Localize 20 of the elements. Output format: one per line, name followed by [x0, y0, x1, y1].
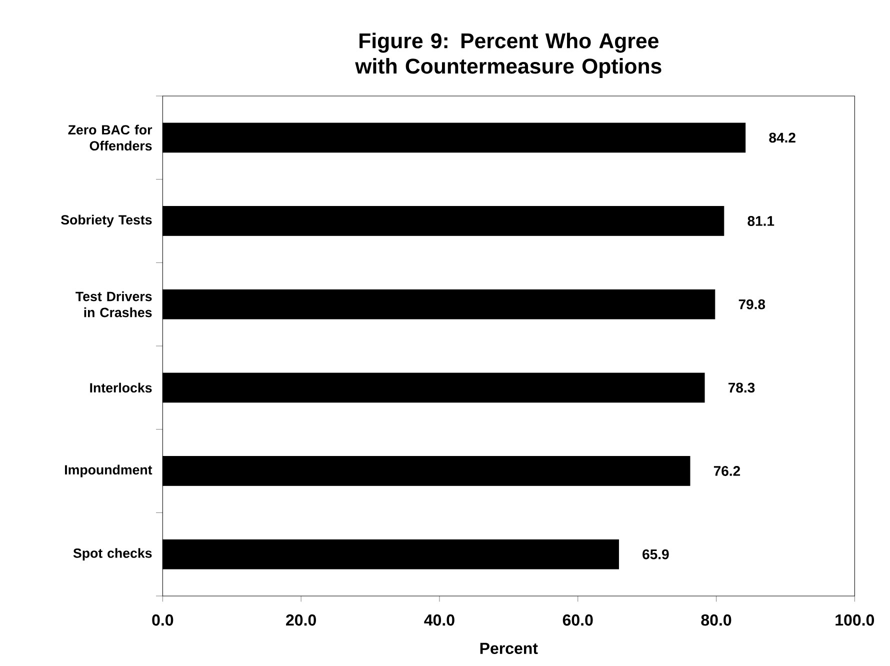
x-axis-title: Percent	[480, 642, 538, 654]
x-tick-label: 0.0	[152, 614, 174, 626]
data-label: 79.8	[738, 299, 766, 310]
y-tick-label: Zero BAC for Offenders	[68, 124, 152, 151]
data-label: 65.9	[642, 549, 669, 560]
x-tick-label: 80.0	[701, 614, 732, 626]
data-label: 76.2	[714, 466, 740, 476]
y-tick-label: Impoundment	[65, 464, 152, 478]
y-tick-label: Test Drivers in Crashes	[76, 291, 152, 318]
x-tick-label: 40.0	[424, 614, 454, 626]
y-tick-label: Spot checks	[73, 548, 152, 561]
y-tick-label: Sobriety Tests	[61, 214, 152, 228]
x-tick-label: 100.0	[836, 614, 874, 626]
data-label: 84.2	[769, 132, 796, 143]
data-label: 78.3	[728, 382, 755, 393]
y-tick-label: Interlocks	[90, 382, 152, 393]
chart-title: Figure 9: Percent Who Agree with Countermeasure Options	[355, 32, 662, 78]
data-label: 81.1	[748, 216, 774, 226]
x-tick-label: 20.0	[286, 614, 316, 626]
x-tick-label: 60.0	[562, 614, 593, 626]
